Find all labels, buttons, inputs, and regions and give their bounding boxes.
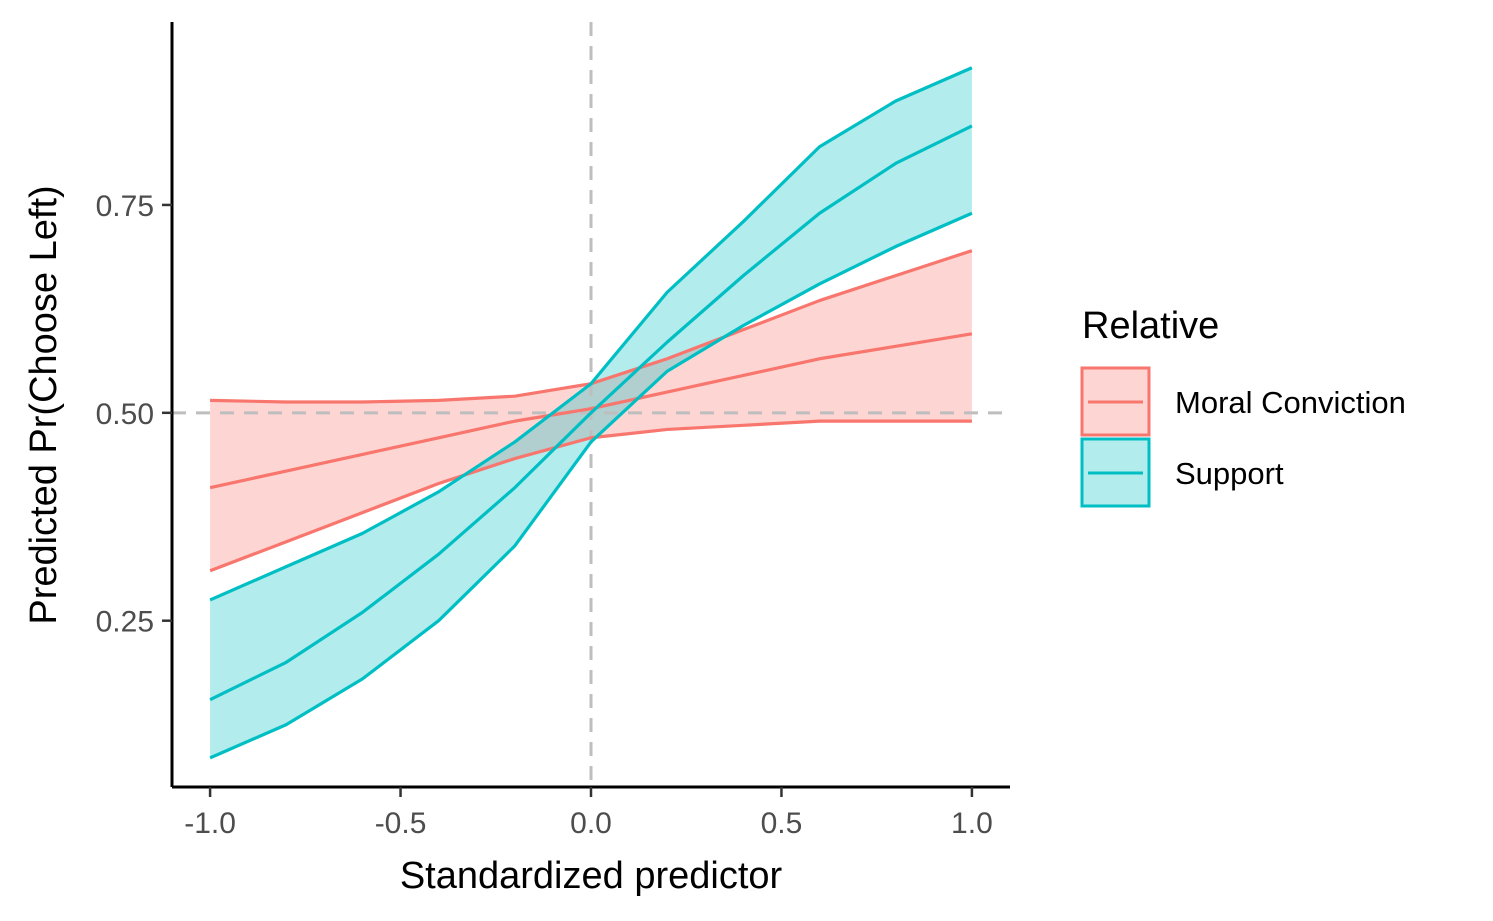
x-tick-label: 0.5 — [761, 807, 803, 840]
x-tick-label: -1.0 — [184, 807, 236, 840]
legend-label-moral-conviction: Moral Conviction — [1175, 385, 1406, 420]
upper-bound-line-support — [209, 66, 973, 602]
y-tick-label: 0.25 — [96, 606, 154, 639]
lower-bound-line-support — [209, 211, 973, 760]
estimate-line-moral-conviction — [209, 332, 973, 490]
x-axis-title: Standardized predictor — [400, 855, 783, 897]
legend-title: Relative — [1082, 305, 1219, 347]
x-tick-label: 1.0 — [951, 807, 993, 840]
legend: Relative Moral Conviction Support — [1080, 305, 1406, 508]
series-lines — [209, 66, 973, 760]
estimate-line-support — [209, 124, 973, 702]
y-axis-ticks: 0.25 0.50 0.75 — [96, 190, 172, 639]
y-tick-label: 0.50 — [96, 398, 154, 431]
plot-area — [172, 22, 1010, 787]
y-axis-title: Predicted Pr(Choose Left) — [23, 185, 65, 624]
x-tick-label: -0.5 — [375, 807, 427, 840]
x-axis-ticks: -1.0 -0.5 0.0 0.5 1.0 — [184, 787, 993, 840]
x-tick-label: 0.0 — [570, 807, 612, 840]
legend-items: Moral Conviction Support — [1080, 366, 1406, 508]
legend-label-support: Support — [1175, 456, 1284, 491]
y-tick-label: 0.75 — [96, 190, 154, 223]
lower-bound-line-moral-conviction — [209, 419, 972, 573]
